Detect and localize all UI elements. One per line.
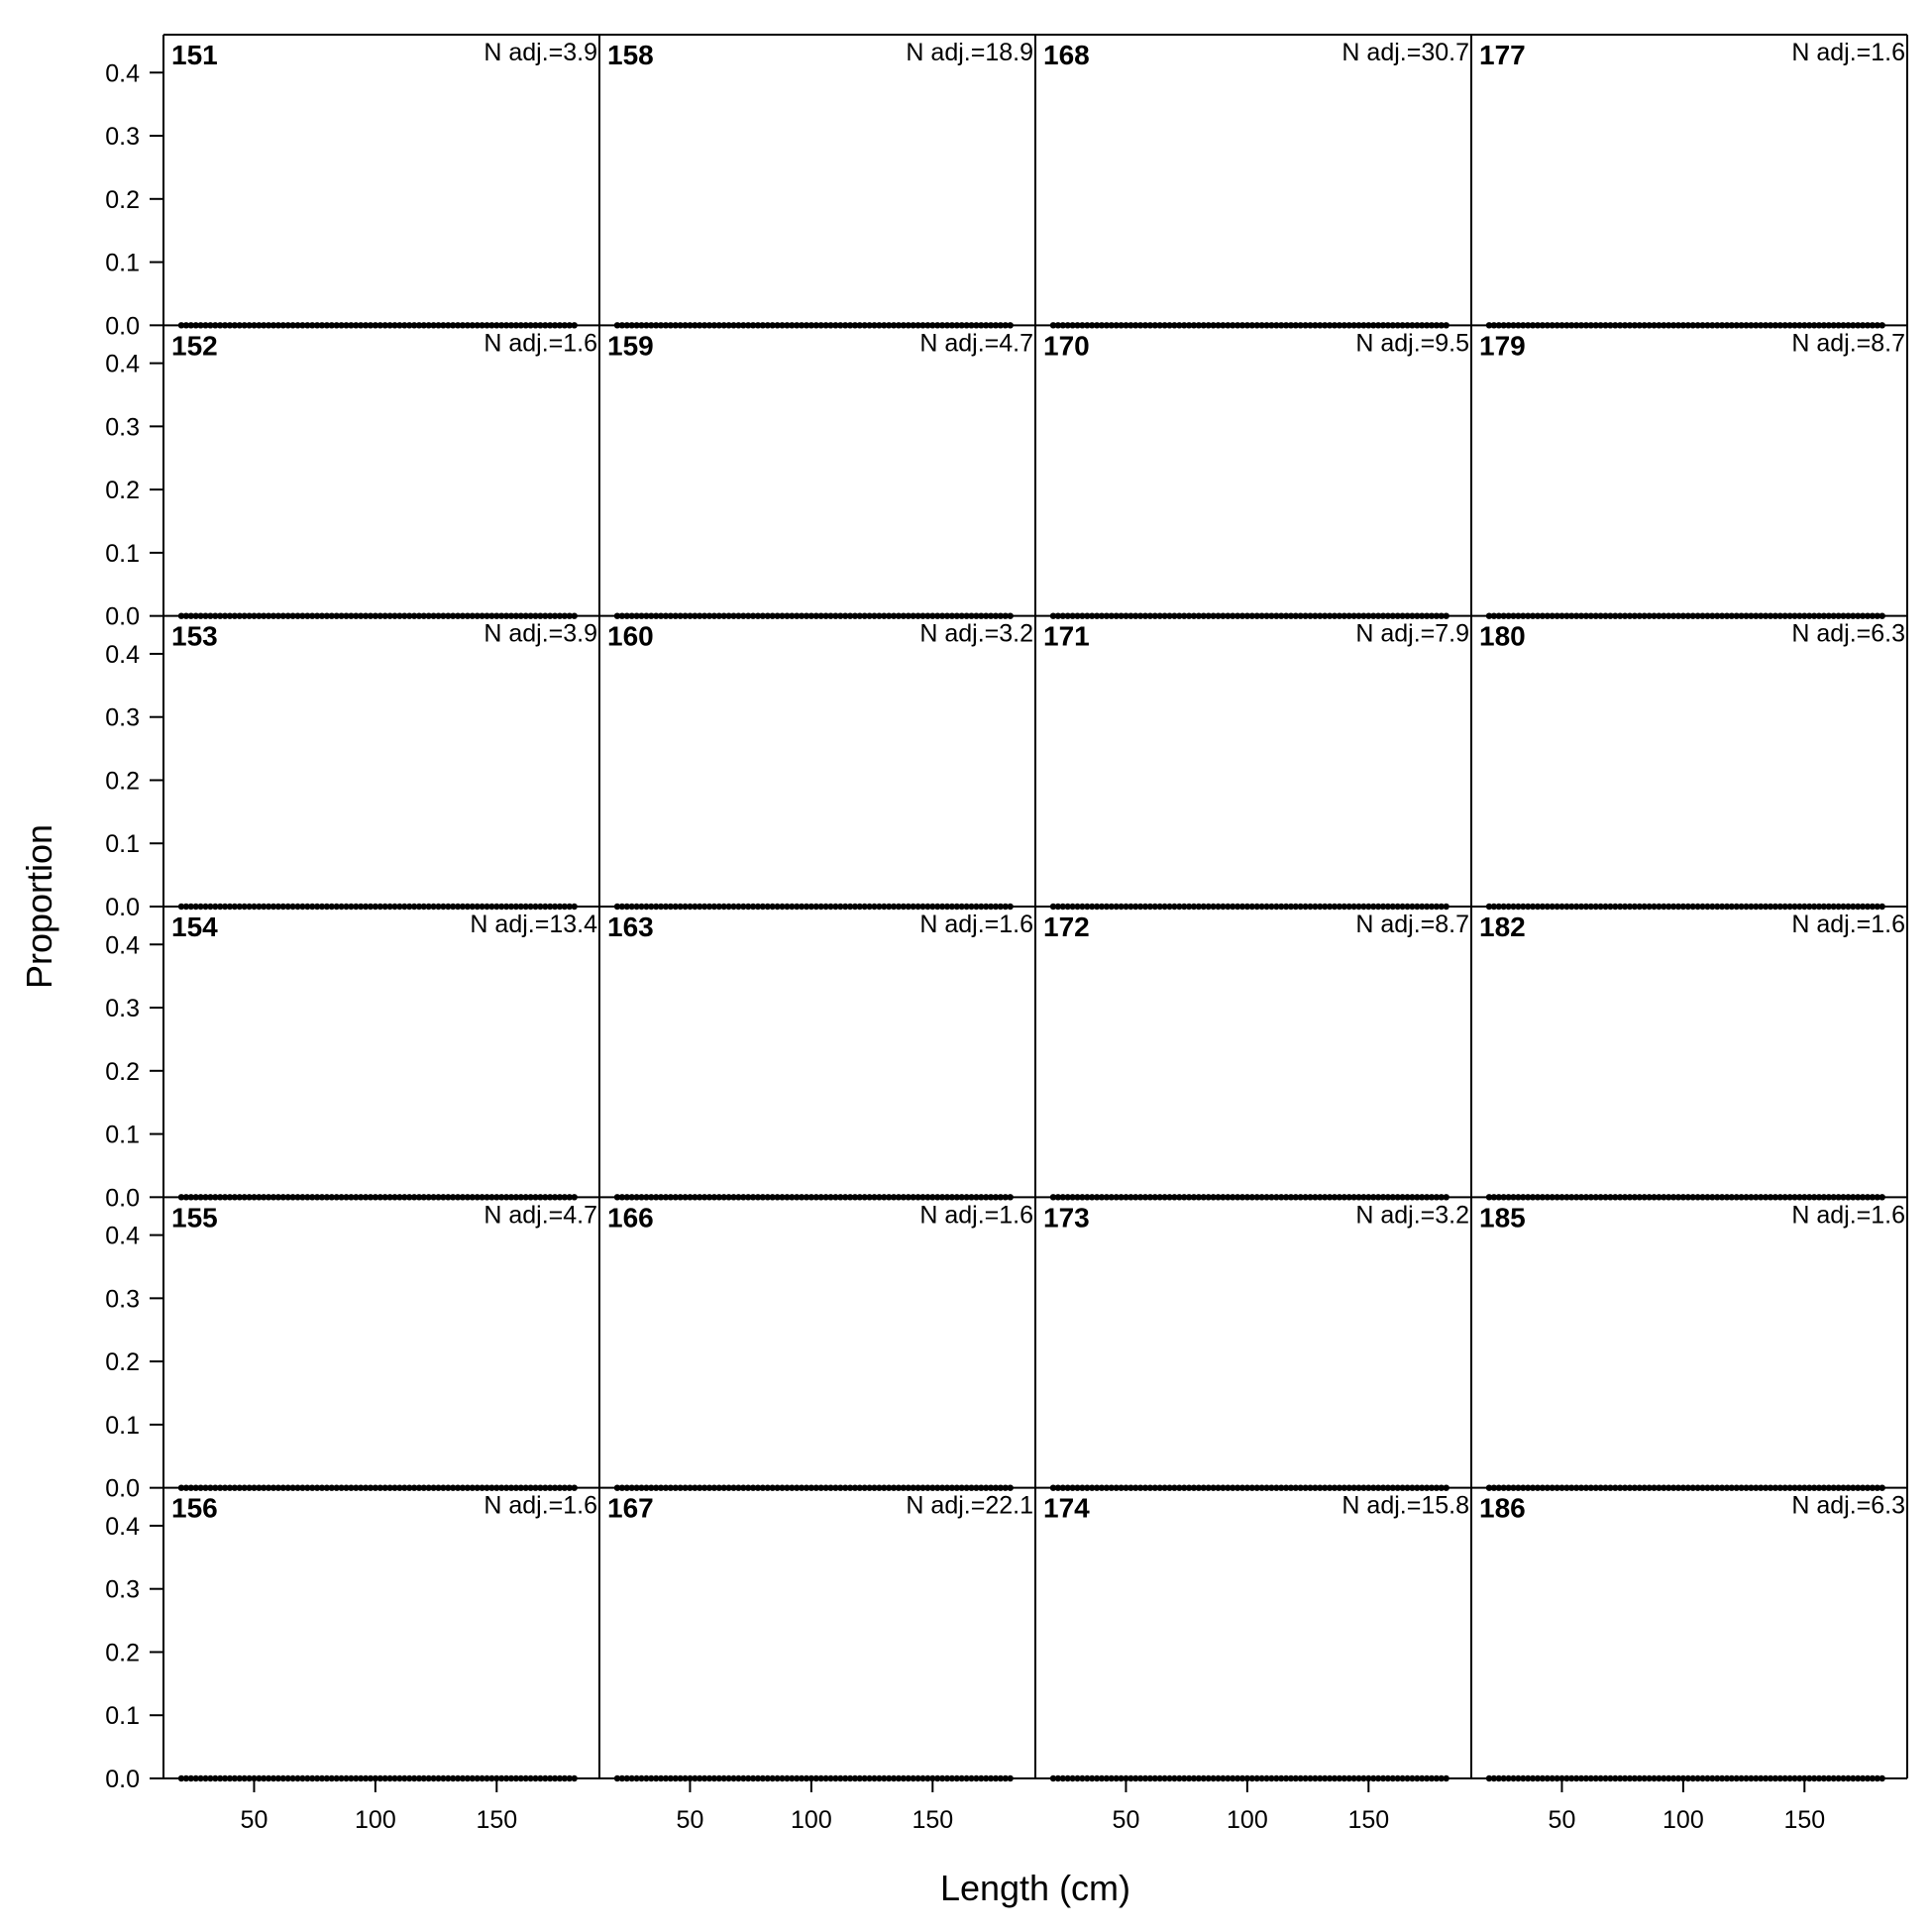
- x-tick-label: 100: [791, 1806, 832, 1834]
- y-tick-label: 0.2: [105, 1058, 140, 1086]
- n-adj-label: N adj.=6.3: [1791, 1492, 1905, 1520]
- n-adj-label: N adj.=13.4: [470, 911, 597, 938]
- n-adj-label: N adj.=1.6: [483, 1492, 597, 1520]
- y-tick-label: 0.4: [105, 641, 140, 669]
- x-tick-label: 50: [1113, 1806, 1140, 1834]
- y-tick-label: 0.3: [105, 123, 140, 151]
- panel-label: 156: [171, 1493, 218, 1524]
- x-tick-label: 100: [1663, 1806, 1704, 1834]
- y-tick-label: 0.1: [105, 1412, 140, 1440]
- y-tick-label: 0.2: [105, 1348, 140, 1376]
- y-tick-label: 0.0: [105, 1184, 140, 1212]
- panel-label: 170: [1043, 330, 1090, 361]
- n-adj-label: N adj.=7.9: [1355, 620, 1469, 648]
- y-tick-label: 0.4: [105, 931, 140, 959]
- y-axis: 0.0 0.1 0.2 0.3 0.4 0.0 0.1 0.2 0.3 0.4 0.0 0.1 0.2 0…: [105, 59, 163, 1793]
- n-adj-label: N adj.=3.9: [483, 620, 597, 648]
- x-tick-label: 150: [912, 1806, 953, 1834]
- panel-label: 155: [171, 1202, 218, 1233]
- y-tick-label: 0.2: [105, 186, 140, 214]
- n-adj-label: N adj.=1.6: [1791, 911, 1905, 938]
- x-axis: 50 100 150 50 100 150 50 100 150 50 100 150: [241, 1778, 1825, 1834]
- n-adj-label: N adj.=1.6: [1791, 1201, 1905, 1229]
- panel-label: 172: [1043, 912, 1090, 942]
- y-tick-label: 0.2: [105, 767, 140, 795]
- n-adj-label: N adj.=8.7: [1355, 911, 1469, 938]
- y-tick-label: 0.4: [105, 351, 140, 378]
- n-adj-label: N adj.=3.2: [919, 620, 1033, 648]
- y-tick-label: 0.0: [105, 894, 140, 921]
- n-adj-label: N adj.=15.8: [1342, 1492, 1469, 1520]
- y-tick-label: 0.3: [105, 1576, 140, 1604]
- panel-label: 168: [1043, 40, 1090, 70]
- y-tick-label: 0.0: [105, 1766, 140, 1793]
- n-adj-label: N adj.=30.7: [1342, 39, 1469, 66]
- y-tick-label: 0.3: [105, 704, 140, 732]
- panel-label: 182: [1479, 912, 1526, 942]
- x-tick-label: 50: [677, 1806, 704, 1834]
- n-adj-label: N adj.=6.3: [1791, 620, 1905, 648]
- panel-label: 173: [1043, 1202, 1090, 1233]
- y-tick-label: 0.0: [105, 312, 140, 340]
- x-tick-label: 50: [1549, 1806, 1576, 1834]
- x-tick-label: 50: [241, 1806, 268, 1834]
- y-tick-label: 0.2: [105, 1639, 140, 1666]
- n-adj-label: N adj.=1.6: [919, 1201, 1033, 1229]
- panel-label: 177: [1479, 40, 1526, 70]
- x-tick-label: 150: [1347, 1806, 1389, 1834]
- y-tick-label: 0.3: [105, 1285, 140, 1313]
- panel-label: 158: [607, 40, 654, 70]
- x-tick-label: 150: [1783, 1806, 1825, 1834]
- n-adj-label: N adj.=4.7: [483, 1201, 597, 1229]
- x-tick-label: 100: [355, 1806, 396, 1834]
- y-axis-label: Proportion: [19, 824, 59, 989]
- y-tick-label: 0.1: [105, 250, 140, 277]
- panel-label: 152: [171, 330, 218, 361]
- x-tick-label: 100: [1227, 1806, 1268, 1834]
- x-axis-label: Length (cm): [940, 1868, 1130, 1908]
- n-adj-label: N adj.=1.6: [483, 329, 597, 357]
- panel-156: 156 N adj.=1.6: [171, 1492, 597, 1782]
- panel-label: 154: [171, 912, 218, 942]
- panel-label: 151: [171, 40, 218, 70]
- panel-label: 163: [607, 912, 654, 942]
- panel-label: 185: [1479, 1202, 1526, 1233]
- panel-label: 159: [607, 330, 654, 361]
- panel-label: 174: [1043, 1493, 1090, 1524]
- y-tick-label: 0.0: [105, 603, 140, 631]
- panel-label: 171: [1043, 621, 1090, 652]
- y-tick-label: 0.4: [105, 59, 140, 87]
- panel-label: 153: [171, 621, 218, 652]
- panel-grid: 151 N adj.=3.9 152 N adj.=1.6 153 N adj.=3.9 1…: [162, 34, 1908, 1782]
- x-tick-label: 150: [476, 1806, 517, 1834]
- panel-label: 180: [1479, 621, 1526, 652]
- y-tick-label: 0.1: [105, 1122, 140, 1149]
- panel-174: 174 N adj.=15.8: [1043, 1492, 1469, 1782]
- y-tick-label: 0.4: [105, 1223, 140, 1250]
- y-tick-label: 0.1: [105, 830, 140, 858]
- panel-label: 166: [607, 1202, 654, 1233]
- n-adj-label: N adj.=4.7: [919, 329, 1033, 357]
- n-adj-label: N adj.=1.6: [1791, 39, 1905, 66]
- y-tick-label: 0.3: [105, 995, 140, 1022]
- y-tick-label: 0.3: [105, 413, 140, 441]
- n-adj-label: N adj.=8.7: [1791, 329, 1905, 357]
- panel-label: 167: [607, 1493, 654, 1524]
- y-tick-label: 0.1: [105, 540, 140, 568]
- panel-label: 160: [607, 621, 654, 652]
- y-tick-label: 0.4: [105, 1513, 140, 1541]
- panel-label: 186: [1479, 1493, 1526, 1524]
- n-adj-label: N adj.=1.6: [919, 911, 1033, 938]
- panel-label: 179: [1479, 330, 1526, 361]
- n-adj-label: N adj.=3.9: [483, 39, 597, 66]
- n-adj-label: N adj.=9.5: [1355, 329, 1469, 357]
- y-tick-label: 0.1: [105, 1702, 140, 1730]
- y-tick-label: 0.2: [105, 477, 140, 504]
- n-adj-label: N adj.=22.1: [906, 1492, 1033, 1520]
- y-tick-label: 0.0: [105, 1475, 140, 1503]
- n-adj-label: N adj.=3.2: [1355, 1201, 1469, 1229]
- n-adj-label: N adj.=18.9: [906, 39, 1033, 66]
